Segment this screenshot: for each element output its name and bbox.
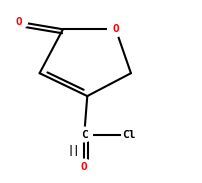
Text: O: O	[80, 162, 87, 171]
Text: Cl: Cl	[121, 130, 135, 139]
Text: O: O	[112, 24, 119, 34]
Circle shape	[76, 127, 92, 142]
Circle shape	[107, 22, 123, 37]
Text: ||: ||	[67, 145, 80, 156]
Circle shape	[11, 15, 27, 29]
Text: O: O	[16, 17, 23, 27]
Circle shape	[76, 159, 92, 174]
Text: C: C	[80, 130, 87, 139]
